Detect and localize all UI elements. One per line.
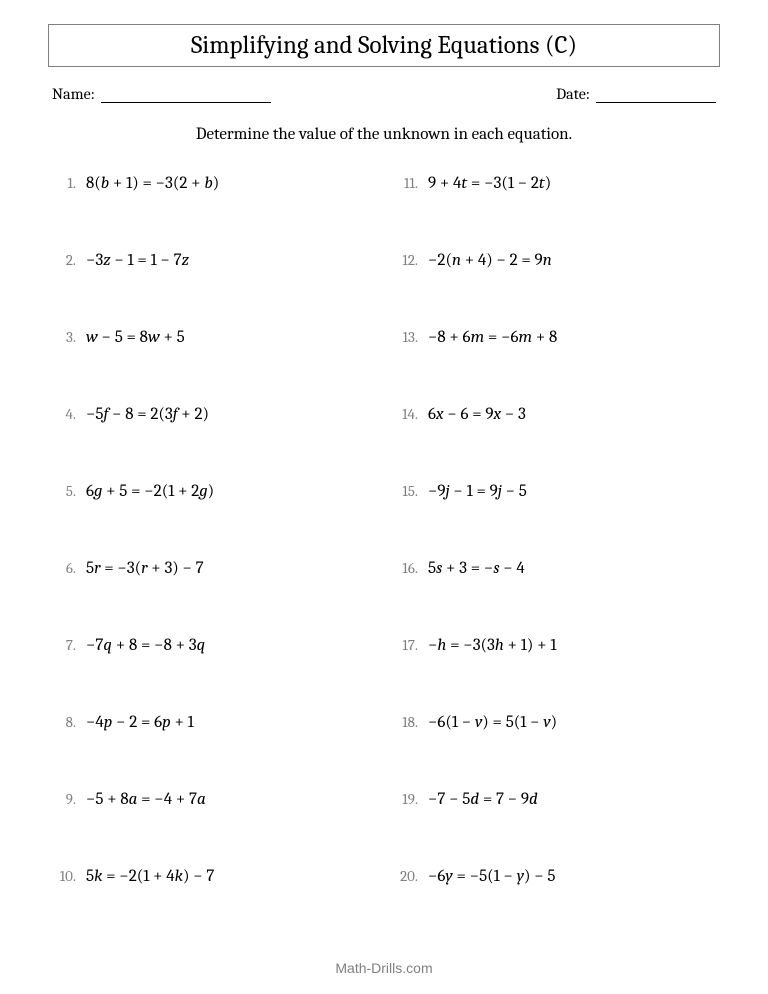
problem-equation: 5k = −2(1 + 4k) − 7 [86,867,214,886]
problem-number: 4. [56,405,86,423]
problem-equation: −5 + 8a = −4 + 7a [86,790,206,809]
problem-item: 3.w − 5 = 8w + 5 [56,328,370,347]
problem-item: 19.−7 − 5d = 7 − 9d [398,790,712,809]
problem-number: 12. [398,251,428,269]
problem-number: 3. [56,328,86,346]
date-label: Date: [556,85,590,103]
date-blank-line [596,85,716,103]
name-date-row: Name: Date: [48,85,720,103]
problem-number: 2. [56,251,86,269]
problem-equation: −7 − 5d = 7 − 9d [428,790,538,809]
name-blank-line [101,85,271,103]
problem-number: 6. [56,559,86,577]
problem-equation: 6x − 6 = 9x − 3 [428,405,526,424]
problem-item: 7.−7q + 8 = −8 + 3q [56,636,370,655]
problem-number: 16. [398,559,428,577]
problem-equation: 9 + 4t = −3(1 − 2t) [428,174,551,193]
problem-number: 7. [56,636,86,654]
problem-item: 11.9 + 4t = −3(1 − 2t) [398,174,712,193]
problem-equation: −9j − 1 = 9j − 5 [428,482,527,501]
problem-equation: −7q + 8 = −8 + 3q [86,636,205,655]
problem-equation: 8(b + 1) = −3(2 + b) [86,174,219,193]
problem-equation: 5r = −3(r + 3) − 7 [86,559,204,578]
problem-equation: −6(1 − v) = 5(1 − v) [428,713,557,732]
problem-equation: 6g + 5 = −2(1 + 2g) [86,482,214,501]
problem-item: 18.−6(1 − v) = 5(1 − v) [398,713,712,732]
problem-number: 9. [56,790,86,808]
problem-equation: −3z − 1 = 1 − 7z [86,251,189,270]
problem-item: 16.5s + 3 = −s − 4 [398,559,712,578]
problem-item: 13.−8 + 6m = −6m + 8 [398,328,712,347]
problem-item: 9.−5 + 8a = −4 + 7a [56,790,370,809]
instructions-text: Determine the value of the unknown in ea… [48,125,720,144]
problem-number: 8. [56,713,86,731]
problem-item: 5.6g + 5 = −2(1 + 2g) [56,482,370,501]
problem-number: 19. [398,790,428,808]
problem-equation: −5f − 8 = 2(3f + 2) [86,405,209,424]
problem-item: 4.−5f − 8 = 2(3f + 2) [56,405,370,424]
problem-number: 13. [398,328,428,346]
problem-item: 15.−9j − 1 = 9j − 5 [398,482,712,501]
name-field: Name: [52,85,271,103]
problem-number: 15. [398,482,428,500]
problem-item: 14.6x − 6 = 9x − 3 [398,405,712,424]
problem-item: 17.−h = −3(3h + 1) + 1 [398,636,712,655]
problem-item: 1.8(b + 1) = −3(2 + b) [56,174,370,193]
title-box: Simplifying and Solving Equations (C) [48,24,720,67]
problem-number: 1. [56,174,86,192]
problem-number: 14. [398,405,428,423]
problem-item: 10.5k = −2(1 + 4k) − 7 [56,867,370,886]
problem-equation: w − 5 = 8w + 5 [86,328,185,347]
problem-equation: −8 + 6m = −6m + 8 [428,328,557,347]
problem-number: 10. [56,867,86,885]
problems-grid: 1.8(b + 1) = −3(2 + b) 11.9 + 4t = −3(1 −… [48,174,720,886]
date-field: Date: [556,85,716,103]
problem-number: 20. [398,867,428,885]
problem-item: 8.−4p − 2 = 6p + 1 [56,713,370,732]
problem-equation: −6y = −5(1 − y) − 5 [428,867,555,886]
problem-number: 5. [56,482,86,500]
problem-item: 20.−6y = −5(1 − y) − 5 [398,867,712,886]
problem-equation: −4p − 2 = 6p + 1 [86,713,194,732]
problem-number: 17. [398,636,428,654]
problem-equation: 5s + 3 = −s − 4 [428,559,525,578]
problem-equation: −h = −3(3h + 1) + 1 [428,636,556,655]
problem-item: 6.5r = −3(r + 3) − 7 [56,559,370,578]
problem-item: 2.−3z − 1 = 1 − 7z [56,251,370,270]
problem-number: 18. [398,713,428,731]
footer-text: Math-Drills.com [0,960,768,976]
worksheet-title: Simplifying and Solving Equations (C) [49,31,719,60]
name-label: Name: [52,85,95,103]
problem-equation: −2(n + 4) − 2 = 9n [428,251,552,270]
problem-item: 12.−2(n + 4) − 2 = 9n [398,251,712,270]
problem-number: 11. [398,174,428,192]
